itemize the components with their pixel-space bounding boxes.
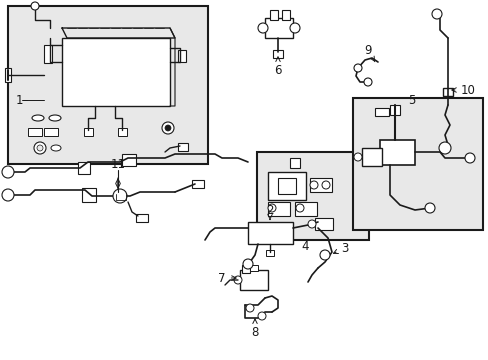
Circle shape (464, 153, 474, 163)
Circle shape (267, 204, 275, 212)
Bar (374, 108, 388, 116)
Circle shape (243, 259, 252, 269)
Bar (267, 172, 305, 200)
Ellipse shape (32, 115, 44, 121)
Bar (352, 98, 482, 230)
Circle shape (258, 312, 265, 320)
Bar (118, 128, 127, 136)
Text: 8: 8 (251, 319, 258, 338)
Circle shape (37, 145, 43, 151)
Bar (247, 222, 292, 244)
Circle shape (258, 23, 267, 33)
Text: 7: 7 (218, 271, 236, 284)
Text: 2: 2 (265, 203, 273, 219)
Bar (442, 88, 452, 96)
Bar (379, 140, 414, 165)
Circle shape (363, 78, 371, 86)
Bar (44, 45, 52, 63)
Bar (62, 38, 170, 106)
Circle shape (295, 204, 304, 212)
Text: 3: 3 (333, 242, 348, 255)
Bar (439, 150, 451, 156)
Text: 6: 6 (274, 57, 281, 77)
Bar (361, 148, 381, 166)
Circle shape (321, 181, 329, 189)
Bar (267, 202, 289, 216)
Circle shape (162, 122, 174, 134)
Circle shape (113, 189, 127, 203)
Bar (282, 10, 289, 20)
Bar (5, 68, 11, 82)
Text: 9: 9 (364, 44, 374, 62)
Ellipse shape (51, 145, 61, 151)
Circle shape (234, 276, 242, 284)
Bar (136, 214, 148, 222)
Bar (84, 128, 93, 136)
Circle shape (289, 23, 299, 33)
Bar (257, 152, 368, 240)
Circle shape (245, 304, 253, 312)
Text: 4: 4 (301, 239, 308, 252)
Bar (8, 6, 207, 164)
Circle shape (164, 125, 171, 131)
Bar (82, 188, 96, 202)
Bar (178, 143, 187, 151)
Bar (192, 180, 203, 188)
Circle shape (31, 2, 39, 10)
Circle shape (2, 166, 14, 178)
Bar (278, 178, 295, 194)
Bar (28, 128, 42, 136)
Bar (289, 158, 299, 168)
Bar (240, 270, 267, 290)
Circle shape (438, 142, 450, 154)
Text: 10: 10 (451, 84, 474, 96)
Circle shape (353, 64, 361, 72)
Bar (44, 128, 58, 136)
Text: 1–: 1– (16, 94, 29, 107)
Bar (314, 218, 332, 230)
Circle shape (424, 203, 434, 213)
Bar (265, 250, 273, 256)
Circle shape (431, 9, 441, 19)
Bar (272, 50, 283, 58)
Bar (178, 50, 185, 62)
Bar (242, 265, 249, 273)
Bar (309, 178, 331, 192)
Bar (269, 10, 278, 20)
Bar (264, 18, 292, 38)
Bar (78, 162, 90, 174)
Circle shape (319, 250, 329, 260)
Bar (389, 105, 399, 115)
Circle shape (2, 189, 14, 201)
Circle shape (309, 181, 317, 189)
Bar (249, 265, 258, 271)
Circle shape (34, 142, 46, 154)
Circle shape (307, 220, 315, 228)
Text: 5: 5 (407, 94, 415, 107)
Text: 11: 11 (110, 158, 125, 171)
Bar (294, 202, 316, 216)
Ellipse shape (49, 115, 61, 121)
Bar (122, 154, 136, 166)
Circle shape (353, 153, 361, 161)
